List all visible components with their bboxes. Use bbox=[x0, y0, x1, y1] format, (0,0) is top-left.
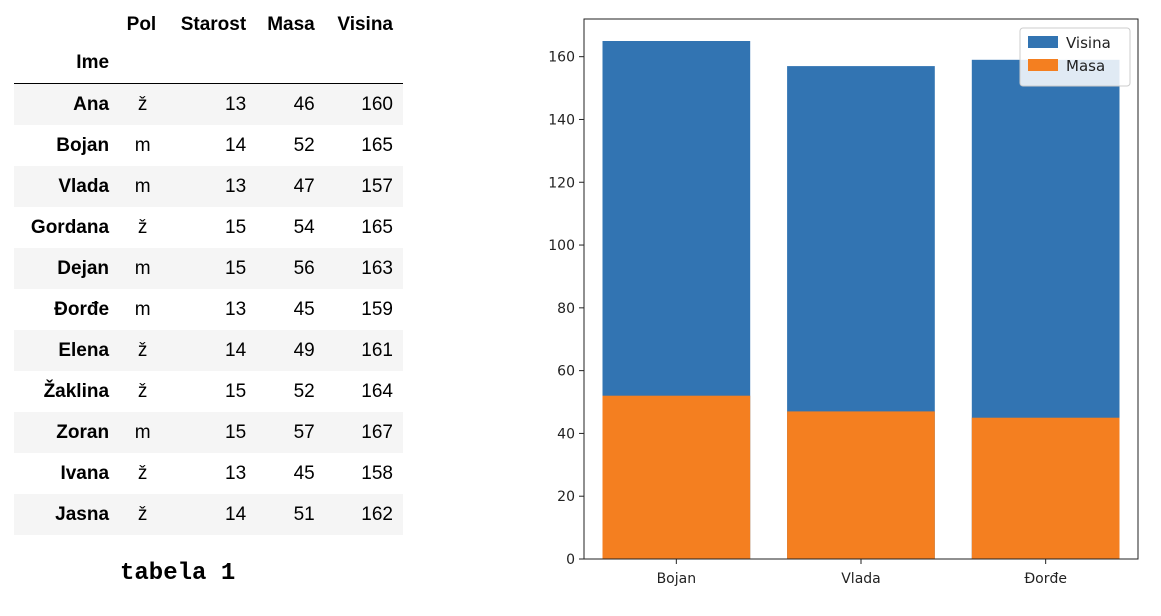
data-table: Pol Starost Masa Visina Ime Ana ž 13 46 160 B… bbox=[14, 0, 403, 535]
cell-starost: 15 bbox=[225, 258, 247, 279]
table-row: Bojan m 14 52 165 bbox=[14, 125, 403, 166]
y-tick-label: 60 bbox=[557, 364, 575, 380]
table-body: Ana ž 13 46 160 Bojan m 14 52 165 Vlada m 13 47 157 Gor… bbox=[14, 83, 403, 535]
table-row: Vlada m 13 47 157 bbox=[14, 166, 403, 207]
column-header-pol: Pol bbox=[126, 14, 157, 35]
cell-masa: 52 bbox=[293, 135, 315, 156]
cell-visina: 163 bbox=[361, 258, 393, 279]
x-tick-label: Đorđe bbox=[1024, 571, 1067, 587]
cell-pol: ž bbox=[137, 94, 148, 115]
bar-masa-0 bbox=[602, 395, 751, 559]
column-header-row: Pol Starost Masa Visina bbox=[14, 0, 403, 50]
data-table-panel: Pol Starost Masa Visina Ime Ana ž 13 46 160 B… bbox=[14, 0, 404, 535]
cell-masa: 45 bbox=[293, 463, 315, 484]
cell-pol: ž bbox=[137, 340, 148, 361]
cell-visina: 162 bbox=[361, 504, 393, 525]
legend-swatch bbox=[1028, 36, 1058, 48]
cell-masa: 57 bbox=[293, 422, 315, 443]
cell-starost: 13 bbox=[225, 299, 247, 320]
table-row: Elena ž 14 49 161 bbox=[14, 330, 403, 371]
table-row: Ana ž 13 46 160 bbox=[14, 83, 403, 125]
cell-pol: ž bbox=[137, 504, 148, 525]
table-row: Jasna ž 14 51 162 bbox=[14, 494, 403, 535]
cell-pol: m bbox=[134, 422, 151, 443]
row-name: Đorđe bbox=[54, 299, 110, 320]
table-row: Ivana ž 13 45 158 bbox=[14, 453, 403, 494]
y-tick-label: 80 bbox=[557, 301, 575, 317]
cell-pol: m bbox=[134, 176, 151, 197]
legend-label: Masa bbox=[1066, 57, 1105, 75]
bar-chart: 0 20 40 60 80 100 120 140 160 Bojan Vlada Đorđe Visi… bbox=[548, 18, 1139, 587]
cell-pol: m bbox=[134, 299, 151, 320]
row-name: Žaklina bbox=[43, 381, 110, 402]
cell-starost: 15 bbox=[225, 422, 247, 443]
cell-visina: 160 bbox=[361, 94, 393, 115]
cell-starost: 14 bbox=[225, 135, 247, 156]
y-tick-label: 160 bbox=[548, 50, 575, 66]
y-tick-label: 140 bbox=[548, 112, 575, 128]
bar-masa-1 bbox=[787, 411, 935, 559]
cell-visina: 165 bbox=[361, 135, 393, 156]
cell-masa: 47 bbox=[293, 176, 315, 197]
cell-pol: ž bbox=[137, 217, 148, 238]
cell-masa: 52 bbox=[293, 381, 315, 402]
y-tick-label: 40 bbox=[557, 426, 575, 442]
cell-pol: ž bbox=[137, 381, 148, 402]
cell-visina: 157 bbox=[361, 176, 393, 197]
y-tick-label: 20 bbox=[557, 489, 575, 505]
row-name: Zoran bbox=[56, 422, 110, 443]
column-header-starost: Starost bbox=[180, 14, 247, 35]
cell-masa: 49 bbox=[293, 340, 315, 361]
index-header-row: Ime bbox=[14, 50, 403, 84]
y-tick-label: 0 bbox=[566, 552, 575, 568]
cell-visina: 165 bbox=[361, 217, 393, 238]
table-row: Dejan m 15 56 163 bbox=[14, 248, 403, 289]
cell-starost: 13 bbox=[225, 176, 247, 197]
cell-starost: 13 bbox=[225, 94, 247, 115]
cell-pol: m bbox=[134, 258, 151, 279]
cell-visina: 164 bbox=[361, 381, 393, 402]
column-header-masa: Masa bbox=[267, 14, 315, 35]
row-name: Jasna bbox=[55, 504, 110, 525]
column-header-visina: Visina bbox=[337, 14, 393, 35]
cell-masa: 45 bbox=[293, 299, 315, 320]
index-name: Ime bbox=[14, 50, 120, 84]
cell-visina: 161 bbox=[361, 340, 393, 361]
cell-masa: 46 bbox=[293, 94, 315, 115]
bar-chart-panel: 0 20 40 60 80 100 120 140 160 Bojan Vlada Đorđe Visi… bbox=[540, 0, 1161, 611]
cell-masa: 54 bbox=[293, 217, 315, 238]
table-row: Gordana ž 15 54 165 bbox=[14, 207, 403, 248]
cell-masa: 51 bbox=[293, 504, 315, 525]
row-name: Bojan bbox=[56, 135, 110, 156]
cell-pol: m bbox=[134, 135, 151, 156]
cell-visina: 167 bbox=[361, 422, 393, 443]
table-caption: tabela 1 bbox=[120, 560, 236, 587]
cell-starost: 15 bbox=[225, 217, 247, 238]
row-name: Gordana bbox=[30, 217, 110, 238]
cell-visina: 159 bbox=[361, 299, 393, 320]
x-tick-label: Bojan bbox=[657, 571, 697, 587]
cell-starost: 13 bbox=[225, 463, 247, 484]
row-name: Elena bbox=[58, 340, 110, 361]
cell-starost: 15 bbox=[225, 381, 247, 402]
cell-visina: 158 bbox=[361, 463, 393, 484]
row-name: Vlada bbox=[58, 176, 110, 197]
row-name: Dejan bbox=[57, 258, 110, 279]
cell-pol: ž bbox=[137, 463, 148, 484]
bar-masa-2 bbox=[971, 417, 1120, 559]
table-row: Zoran m 15 57 167 bbox=[14, 412, 403, 453]
y-tick-label: 100 bbox=[548, 238, 575, 254]
row-name: Ivana bbox=[60, 463, 110, 484]
legend-label: Visina bbox=[1066, 34, 1111, 52]
y-tick-label: 120 bbox=[548, 175, 575, 191]
x-tick-label: Vlada bbox=[841, 571, 881, 587]
cell-starost: 14 bbox=[225, 340, 247, 361]
table-row: Žaklina ž 15 52 164 bbox=[14, 371, 403, 412]
legend-swatch bbox=[1028, 59, 1058, 71]
cell-starost: 14 bbox=[225, 504, 247, 525]
cell-masa: 56 bbox=[293, 258, 315, 279]
corner-cell bbox=[14, 0, 119, 50]
row-name: Ana bbox=[73, 94, 110, 115]
table-row: Đorđe m 13 45 159 bbox=[14, 289, 403, 330]
